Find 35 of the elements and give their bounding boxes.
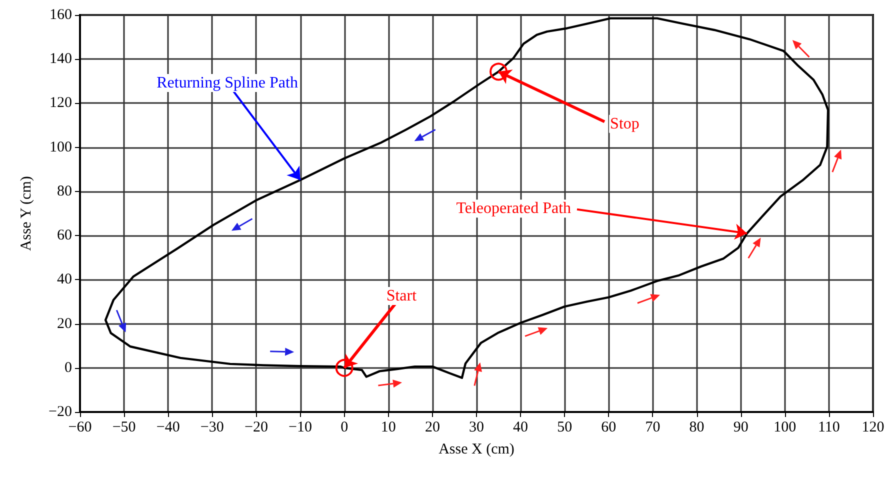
- x-tick-label: 30: [469, 420, 484, 436]
- x-tick-label: 100: [774, 420, 796, 436]
- y-tick-label: 80: [57, 183, 72, 200]
- y-tick-label: 120: [50, 95, 72, 112]
- x-tick-label: −40: [156, 420, 180, 436]
- x-tick-label: 80: [689, 420, 704, 436]
- x-tick-label: −10: [288, 420, 312, 436]
- annotation: Stop: [610, 115, 640, 132]
- y-tick-label: 20: [57, 316, 72, 332]
- y-axis-title: Asse Y (cm): [18, 176, 34, 251]
- x-tick-label: 40: [513, 420, 528, 436]
- x-tick-label: 70: [645, 420, 660, 436]
- y-tick-label: 0: [64, 360, 72, 376]
- annotation: Start: [386, 287, 418, 304]
- x-tick-label: 50: [557, 420, 572, 436]
- x-tick-label: 60: [601, 420, 616, 436]
- x-axis-title: Asse X (cm): [438, 442, 514, 458]
- x-tick-label: −60: [68, 420, 92, 436]
- x-tick-label: 90: [733, 420, 748, 436]
- y-tick-label: −20: [48, 404, 72, 420]
- annotation: Teleoperated Path: [456, 200, 572, 218]
- y-tick-label: 100: [50, 139, 72, 156]
- y-tick-label: 140: [50, 51, 72, 68]
- annotation: Returning Spline Path: [156, 74, 298, 92]
- x-tick-label: 0: [340, 420, 348, 436]
- x-tick-label: 110: [818, 420, 840, 436]
- x-tick-label: −50: [112, 420, 136, 436]
- x-tick-label: −30: [200, 420, 224, 436]
- y-tick-label: 60: [57, 228, 72, 244]
- y-tick-label: 40: [57, 272, 72, 288]
- x-tick-label: 10: [380, 420, 396, 436]
- x-tick-label: 20: [424, 420, 440, 436]
- y-tick-label: 160: [50, 7, 72, 23]
- x-tick-label: −20: [244, 420, 268, 436]
- x-tick-label: 120: [862, 420, 884, 436]
